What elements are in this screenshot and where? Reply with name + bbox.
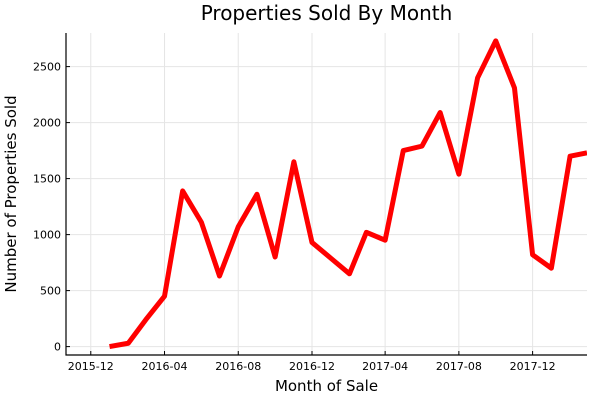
x-tick-label: 2016-08 [215, 360, 261, 373]
series-layer [109, 38, 588, 350]
axis-ticks: 2015-12 2016-04 2016-08 2016-12 2017-04 2017-… [33, 61, 556, 373]
x-tick-label: 2017-08 [436, 360, 482, 373]
y-tick-label: 500 [40, 285, 61, 298]
x-tick-label: 2016-12 [289, 360, 335, 373]
y-tick-label: 1500 [33, 173, 61, 186]
axis-frame [65, 33, 587, 356]
x-axis-label: Month of Sale [275, 377, 378, 395]
y-tick-label: 2000 [33, 117, 61, 130]
chart-title: Properties Sold By Month [201, 1, 453, 25]
y-tick-label: 0 [54, 341, 61, 354]
y-tick-label: 2500 [33, 61, 61, 74]
x-tick-label: 2017-04 [362, 360, 408, 373]
x-tick-label: 2016-04 [142, 360, 188, 373]
y-tick-label: 1000 [33, 229, 61, 242]
series-line [109, 38, 587, 350]
x-tick-label: 2015-12 [68, 360, 114, 373]
y-axis-label: Number of Properties Sold [2, 95, 20, 292]
grid-lines [66, 33, 587, 355]
x-tick-label: 2017-12 [510, 360, 556, 373]
